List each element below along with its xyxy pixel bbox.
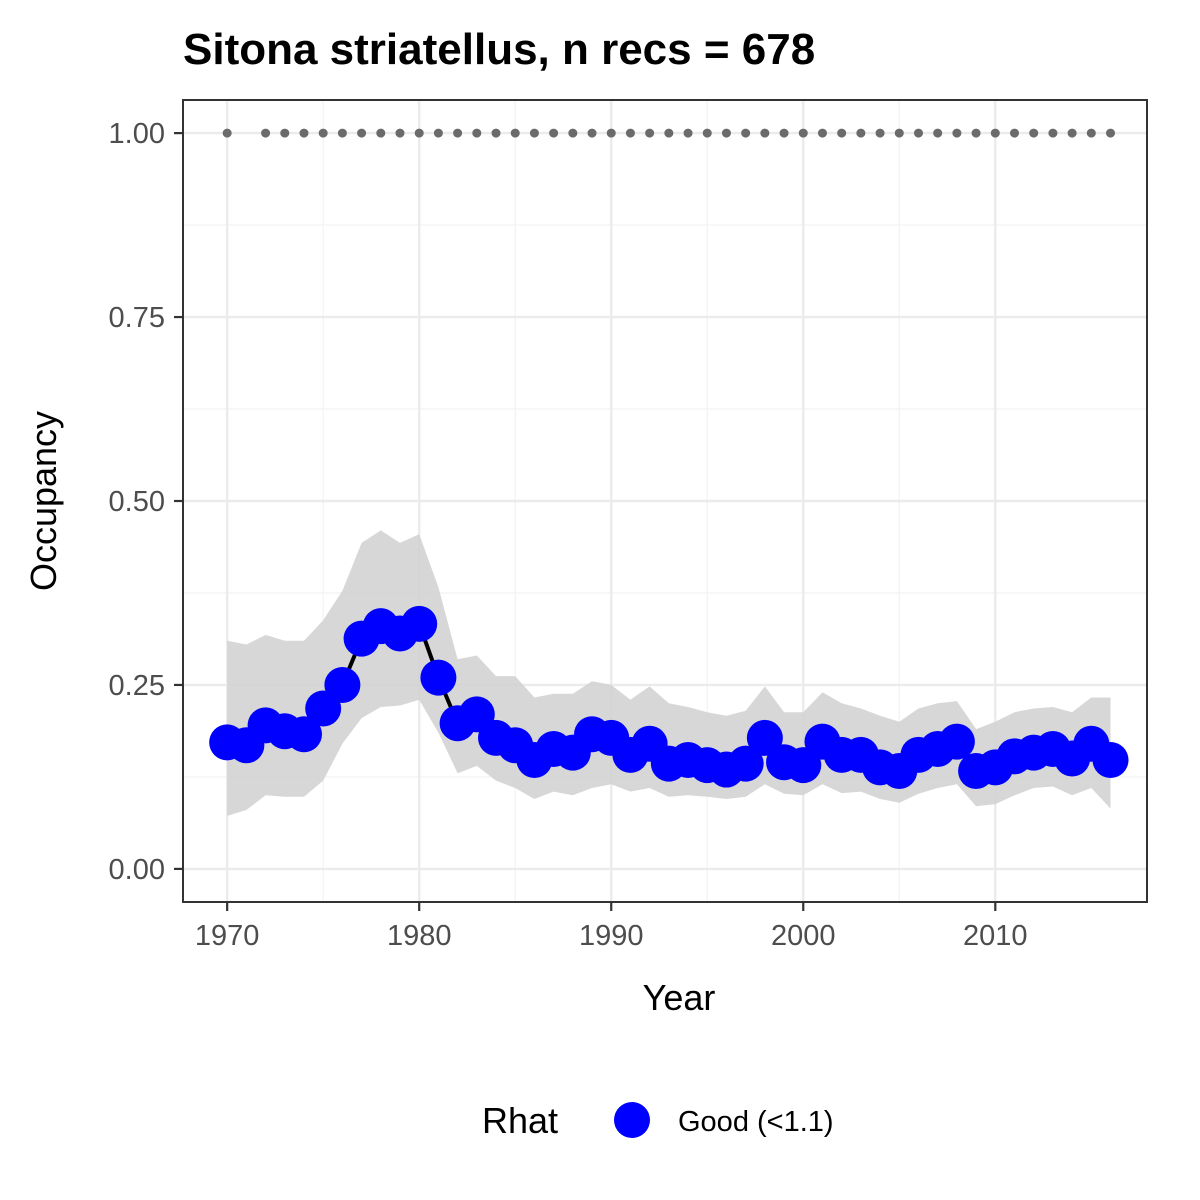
record-point: [1009, 128, 1019, 138]
record-point: [433, 128, 443, 138]
legend-key-good: [614, 1102, 650, 1138]
record-point: [491, 128, 501, 138]
record-point: [222, 128, 232, 138]
ci-ribbon: [227, 530, 1111, 816]
record-point: [1048, 128, 1058, 138]
data-point: [420, 659, 457, 696]
record-point: [1106, 128, 1116, 138]
record-point: [817, 128, 827, 138]
data-point: [324, 666, 361, 703]
record-point: [894, 128, 904, 138]
ci-ribbon-layer: [227, 530, 1111, 816]
y-tick-label: 0.25: [109, 670, 165, 702]
legend-label-good: Good (<1.1): [678, 1106, 834, 1138]
record-point: [1086, 128, 1096, 138]
record-point: [952, 128, 962, 138]
data-point: [746, 719, 783, 756]
chart-title: Sitona striatellus, n recs = 678: [183, 25, 815, 74]
record-point: [529, 128, 539, 138]
record-point: [798, 128, 808, 138]
record-point: [1067, 128, 1077, 138]
record-point: [280, 128, 290, 138]
data-point: [401, 605, 438, 642]
record-point: [875, 128, 885, 138]
x-axis: 1970 1980 1990 2000 2010: [195, 902, 1028, 952]
x-tick-label: 1970: [195, 920, 260, 952]
y-tick-label: 0.00: [109, 854, 165, 886]
record-point: [990, 128, 1000, 138]
record-point: [625, 128, 635, 138]
record-point: [683, 128, 693, 138]
record-point: [549, 128, 559, 138]
record-point: [1029, 128, 1039, 138]
data-point: [938, 723, 975, 760]
record-point: [261, 128, 271, 138]
record-point: [971, 128, 981, 138]
record-point: [645, 128, 655, 138]
mean-points-layer: [209, 605, 1129, 790]
data-point: [285, 716, 322, 753]
data-point: [727, 745, 764, 782]
y-tick-label: 0.50: [109, 486, 165, 518]
legend: Rhat Good (<1.1): [482, 1100, 834, 1141]
record-point: [318, 128, 328, 138]
record-point: [395, 128, 405, 138]
record-point: [568, 128, 578, 138]
record-point: [472, 128, 482, 138]
record-point: [664, 128, 674, 138]
record-point: [606, 128, 616, 138]
records-points-layer: [222, 128, 1116, 138]
x-tick-label: 2000: [771, 920, 836, 952]
record-point: [741, 128, 751, 138]
record-point: [856, 128, 866, 138]
record-point: [357, 128, 367, 138]
record-point: [913, 128, 923, 138]
y-tick-label: 0.75: [109, 302, 165, 334]
record-point: [414, 128, 424, 138]
x-tick-label: 1980: [387, 920, 452, 952]
record-point: [376, 128, 386, 138]
record-point: [337, 128, 347, 138]
record-point: [779, 128, 789, 138]
legend-title: Rhat: [482, 1100, 558, 1141]
y-tick-label: 1.00: [109, 118, 165, 150]
record-point: [299, 128, 309, 138]
x-tick-label: 2010: [963, 920, 1028, 952]
y-axis-title: Occupancy: [23, 411, 64, 591]
data-point: [1092, 741, 1129, 778]
record-point: [702, 128, 712, 138]
record-point: [837, 128, 847, 138]
record-point: [510, 128, 520, 138]
record-point: [760, 128, 770, 138]
y-axis: 0.00 0.25 0.50 0.75 1.00: [109, 118, 183, 886]
record-point: [587, 128, 597, 138]
x-tick-label: 1990: [579, 920, 644, 952]
record-point: [933, 128, 943, 138]
record-point: [721, 128, 731, 138]
x-axis-title: Year: [643, 977, 716, 1018]
record-point: [453, 128, 463, 138]
